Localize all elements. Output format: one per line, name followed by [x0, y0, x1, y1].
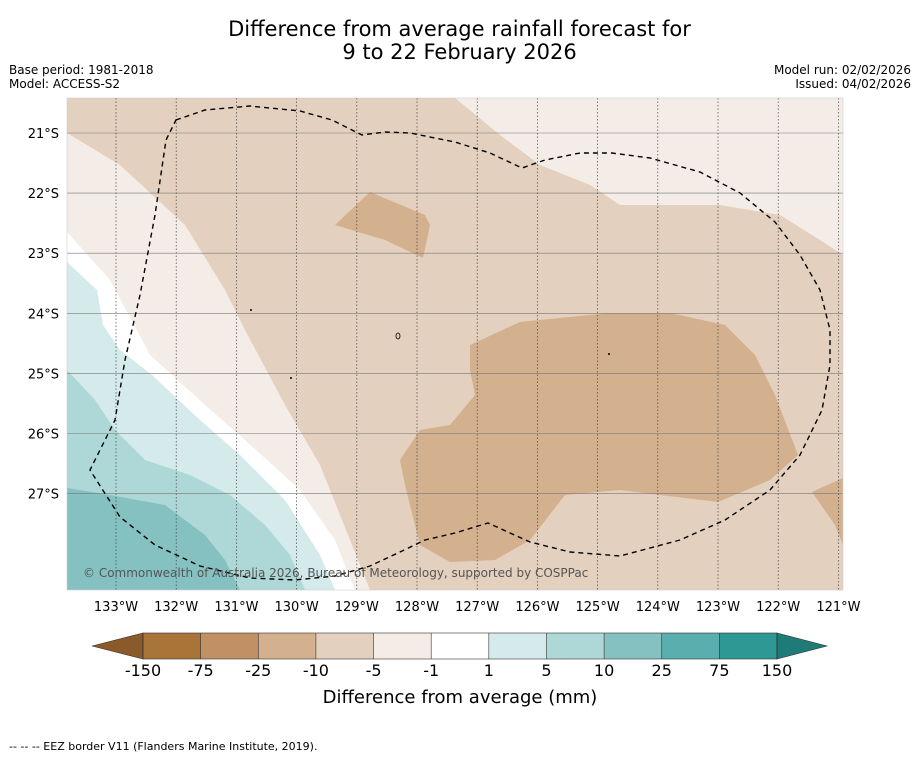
latitude-label: 26°S	[28, 428, 59, 443]
colorbar-segment	[488, 633, 547, 659]
colorbar-segment	[431, 633, 490, 659]
colorbar-tick-label: -1	[423, 661, 439, 680]
longitude-label: 130°W	[275, 600, 319, 615]
longitude-label: 131°W	[214, 600, 258, 615]
contour-patch-minus25-east	[812, 478, 843, 545]
colorbar-segment	[200, 633, 259, 659]
longitude-label: 129°W	[335, 600, 379, 615]
colorbar-segment	[546, 633, 605, 659]
map-frame	[66, 97, 844, 591]
latitude-label: 22°S	[28, 187, 59, 202]
colorbar-tick-label: 1	[484, 661, 494, 680]
colorbar: -150 -75 -25 -10 -5 -1 1 5 10 25 75 150 Difference f…	[91, 632, 829, 708]
contour-band-minus5-northeast	[455, 98, 843, 255]
colorbar-tick-label: 10	[594, 661, 614, 680]
colorbar-tick-label: 150	[762, 661, 793, 680]
colorbar-segment	[604, 633, 663, 659]
colorbar-tick-label: -75	[188, 661, 214, 680]
graticule	[67, 98, 843, 590]
colorbar-segment	[315, 633, 375, 659]
longitude-label: 133°W	[94, 600, 138, 615]
longitude-label: 132°W	[154, 600, 198, 615]
contour-speck	[250, 309, 252, 311]
colorbar-over-arrow	[776, 632, 829, 660]
longitude-label: 126°W	[515, 600, 559, 615]
longitude-labels: 133°W 132°W 131°W 130°W 129°W 128°W 127°W 126°W…	[94, 600, 861, 615]
contour-band-plus10	[67, 488, 240, 590]
contour-speck	[290, 377, 292, 379]
longitude-label: 127°W	[455, 600, 499, 615]
copyright-text: © Commonwealth of Australia 2026, Bureau…	[83, 566, 588, 580]
map-title-line1: Difference from average rainfall forecas…	[228, 17, 691, 41]
colorbar-tick-label: 75	[709, 661, 729, 680]
colorbar-segment	[661, 633, 720, 659]
latitude-label: 25°S	[28, 367, 59, 382]
colorbar-tick-label: -150	[125, 661, 161, 680]
colorbar-tick-label: 25	[652, 661, 672, 680]
colorbar-under-arrow	[91, 632, 144, 660]
longitude-label: 128°W	[395, 600, 439, 615]
latitude-label: 23°S	[28, 247, 59, 262]
colorbar-segment	[719, 633, 778, 659]
eez-border	[89, 105, 831, 581]
latitude-labels: 21°S 22°S 23°S 24°S 25°S 26°S 27°S	[28, 127, 59, 503]
colorbar-title: Difference from average (mm)	[323, 687, 598, 708]
base-period-text: Base period: 1981-2018	[9, 63, 154, 77]
contour-patch-minus25-central	[400, 313, 798, 562]
latitude-label: 27°S	[28, 488, 59, 503]
model-run-text: Model run: 02/02/2026	[773, 63, 911, 77]
footnote: -- -- -- EEZ border V11 (Flanders Marine…	[9, 740, 318, 753]
colorbar-tick-label: 5	[541, 661, 551, 680]
longitude-label: 121°W	[816, 600, 860, 615]
latitude-label: 24°S	[28, 307, 59, 322]
map-title-line2: 9 to 22 February 2026	[342, 40, 577, 64]
colorbar-tick-label: -25	[245, 661, 271, 680]
colorbar-segment	[373, 633, 432, 659]
longitude-label: 122°W	[756, 600, 800, 615]
latitude-label: 21°S	[28, 127, 59, 142]
longitude-label: 124°W	[636, 600, 680, 615]
longitude-label: 125°W	[576, 600, 620, 615]
contour-speck	[395, 332, 401, 340]
meta-right: Model run: 02/02/2026 Issued: 04/02/2026	[774, 63, 911, 91]
issued-text: Issued: 04/02/2026	[795, 77, 911, 91]
colorbar-segment	[143, 633, 202, 659]
longitude-label: 123°W	[696, 600, 740, 615]
colorbar-segment	[258, 633, 317, 659]
contour-patch-minus25-north	[335, 192, 430, 258]
colorbar-tick-label: -10	[303, 661, 329, 680]
contour-speck	[608, 353, 610, 355]
rainfall-map: © Commonwealth of Australia 2026, Bureau…	[67, 98, 843, 590]
model-text: Model: ACCESS-S2	[9, 77, 121, 91]
meta-left: Base period: 1981-2018 Model: ACCESS-S2	[9, 63, 154, 91]
colorbar-tick-label: -5	[366, 661, 382, 680]
map-title: Difference from average rainfall forecas…	[0, 18, 919, 64]
